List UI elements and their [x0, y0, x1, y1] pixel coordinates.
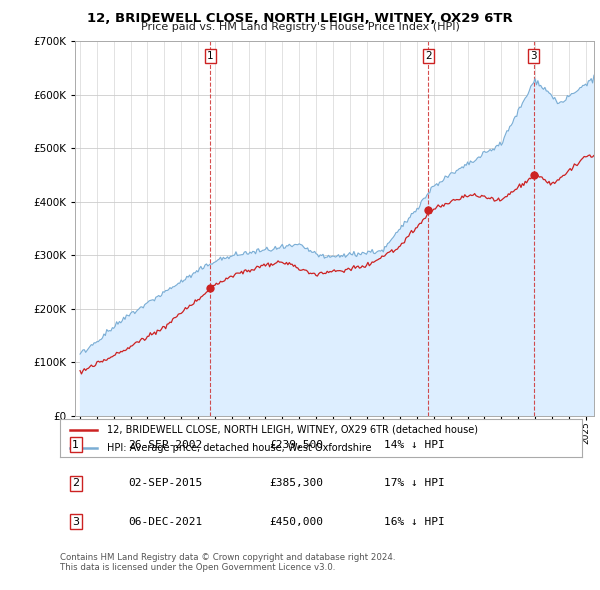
Text: This data is licensed under the Open Government Licence v3.0.: This data is licensed under the Open Gov…	[60, 563, 335, 572]
Text: 16% ↓ HPI: 16% ↓ HPI	[383, 517, 445, 526]
Text: 1: 1	[207, 51, 214, 61]
Text: £385,300: £385,300	[269, 478, 323, 488]
Text: 02-SEP-2015: 02-SEP-2015	[128, 478, 202, 488]
Text: 12, BRIDEWELL CLOSE, NORTH LEIGH, WITNEY, OX29 6TR: 12, BRIDEWELL CLOSE, NORTH LEIGH, WITNEY…	[87, 12, 513, 25]
Text: £239,500: £239,500	[269, 440, 323, 450]
Text: 2: 2	[72, 478, 79, 488]
Text: 1: 1	[72, 440, 79, 450]
Text: Price paid vs. HM Land Registry's House Price Index (HPI): Price paid vs. HM Land Registry's House …	[140, 22, 460, 32]
Text: 3: 3	[530, 51, 537, 61]
Text: 26-SEP-2002: 26-SEP-2002	[128, 440, 202, 450]
Text: Contains HM Land Registry data © Crown copyright and database right 2024.: Contains HM Land Registry data © Crown c…	[60, 553, 395, 562]
Text: £450,000: £450,000	[269, 517, 323, 526]
Text: 17% ↓ HPI: 17% ↓ HPI	[383, 478, 445, 488]
Text: 06-DEC-2021: 06-DEC-2021	[128, 517, 202, 526]
Text: 2: 2	[425, 51, 431, 61]
Text: HPI: Average price, detached house, West Oxfordshire: HPI: Average price, detached house, West…	[107, 442, 371, 453]
Text: 12, BRIDEWELL CLOSE, NORTH LEIGH, WITNEY, OX29 6TR (detached house): 12, BRIDEWELL CLOSE, NORTH LEIGH, WITNEY…	[107, 425, 478, 435]
Text: 14% ↓ HPI: 14% ↓ HPI	[383, 440, 445, 450]
Text: 3: 3	[72, 517, 79, 526]
